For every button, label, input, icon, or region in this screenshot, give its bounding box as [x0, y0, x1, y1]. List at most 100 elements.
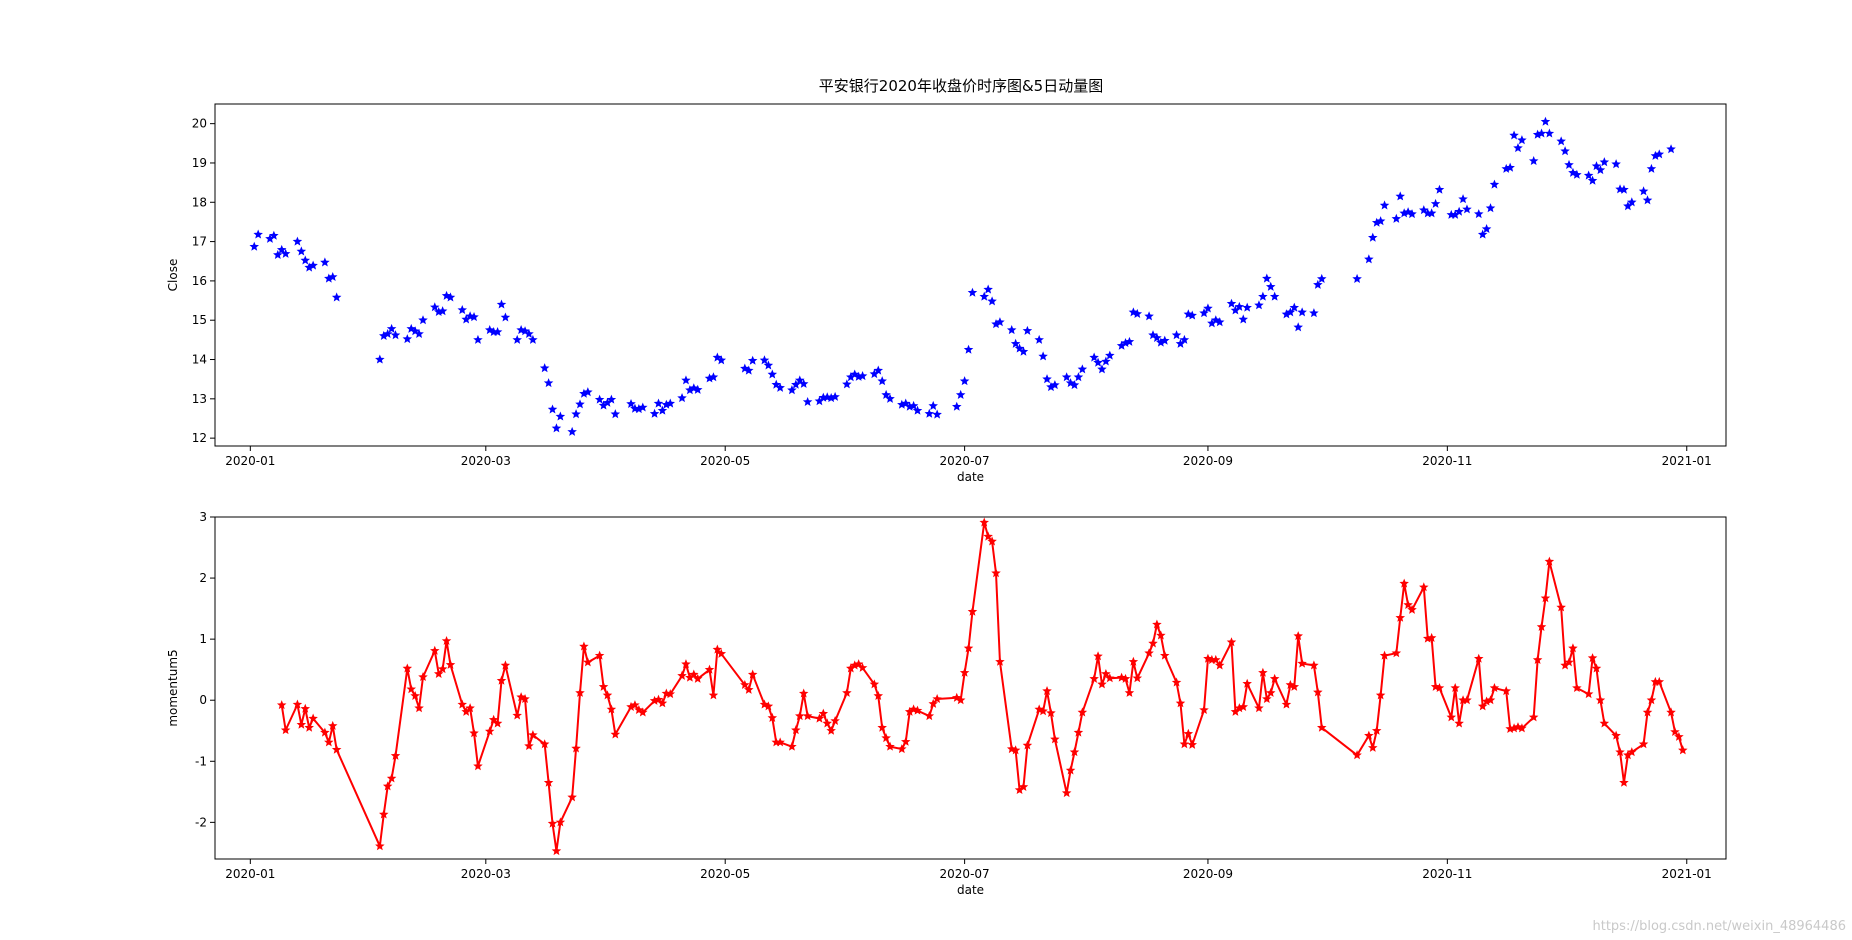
- y-tick-label: 2: [199, 571, 207, 585]
- close-price-point: [677, 393, 687, 403]
- momentum-point: [912, 705, 923, 715]
- close-price-point: [1595, 165, 1606, 175]
- close-price-point: [1379, 200, 1390, 210]
- x-tick-label: 2020-09: [1183, 867, 1233, 881]
- momentum-point: [677, 670, 687, 680]
- close-price-point: [265, 233, 275, 243]
- momentum-point: [1042, 686, 1052, 696]
- close-price-point: [1160, 335, 1170, 345]
- close-price-point: [881, 389, 891, 399]
- momentum-point: [571, 743, 581, 753]
- momentum-point: [296, 719, 307, 729]
- momentum-point: [524, 741, 534, 751]
- momentum-point: [995, 656, 1005, 666]
- momentum-point: [1422, 633, 1433, 643]
- momentum-line: [280, 521, 1684, 853]
- momentum-point: [798, 688, 809, 698]
- close-price-point: [1230, 305, 1241, 315]
- close-price-point: [1101, 356, 1111, 366]
- close-price-point: [280, 248, 291, 258]
- x-tick-label: 2020-07: [940, 867, 990, 881]
- momentum-point: [689, 669, 699, 679]
- momentum-point: [1638, 739, 1649, 749]
- close-price-point: [653, 398, 664, 408]
- close-price-point: [1046, 382, 1056, 392]
- close-price-point: [1199, 308, 1209, 318]
- close-price-point: [904, 401, 915, 411]
- y-tick-label: 3: [199, 510, 207, 524]
- momentum-point: [932, 693, 942, 704]
- close-price-point: [924, 408, 935, 418]
- momentum-point: [1061, 788, 1072, 798]
- close-price-point: [771, 379, 781, 389]
- momentum-point: [1509, 723, 1519, 733]
- momentum-point: [740, 679, 750, 689]
- close-price-point: [1623, 201, 1633, 211]
- momentum-point: [704, 664, 715, 674]
- momentum-point: [1642, 707, 1653, 717]
- close-price-point: [685, 385, 695, 395]
- momentum-point: [327, 720, 338, 730]
- momentum-point: [626, 701, 636, 711]
- close-price-point: [414, 328, 424, 339]
- close-price-point: [253, 229, 263, 239]
- close-price-point: [375, 354, 385, 364]
- momentum-point: [324, 737, 334, 747]
- close-price-point: [826, 393, 836, 403]
- x-tick-label: 2020-09: [1183, 454, 1233, 468]
- momentum-point: [500, 660, 511, 670]
- close-price-point: [496, 299, 507, 309]
- momentum-point: [685, 672, 695, 682]
- close-price-point: [539, 363, 550, 373]
- momentum-point: [857, 662, 868, 672]
- momentum-point: [292, 699, 303, 709]
- momentum-point: [1065, 765, 1076, 775]
- close-price-y-label: Close: [166, 259, 180, 292]
- close-price-point: [897, 399, 907, 409]
- momentum-point: [1666, 707, 1676, 717]
- close-price-point: [324, 273, 334, 283]
- close-price-point: [1309, 308, 1319, 318]
- y-tick-label: 14: [192, 353, 207, 367]
- close-price-point: [1297, 307, 1307, 317]
- close-price-point: [983, 284, 993, 294]
- close-price-point: [1485, 203, 1496, 213]
- close-price-point: [543, 378, 554, 388]
- momentum-point: [575, 687, 585, 697]
- close-price-point: [873, 365, 884, 375]
- momentum-point: [1458, 695, 1468, 705]
- close-price-point: [1077, 364, 1088, 374]
- momentum-point: [1293, 631, 1303, 641]
- momentum-point: [846, 663, 856, 673]
- close-price-point: [1642, 195, 1653, 205]
- close-price-point: [1105, 350, 1115, 360]
- momentum-point: [402, 663, 413, 673]
- close-price-point: [912, 405, 923, 415]
- y-tick-label: 17: [192, 235, 207, 249]
- momentum-point: [1544, 556, 1555, 566]
- close-price-point: [308, 260, 318, 270]
- close-price-point: [1014, 343, 1025, 353]
- momentum-point: [461, 706, 471, 716]
- momentum-point: [747, 669, 758, 679]
- close-price-point: [1269, 291, 1280, 301]
- close-price-point: [1501, 163, 1511, 173]
- momentum-point: [681, 659, 691, 669]
- close-price-point: [708, 372, 719, 382]
- momentum-point: [1399, 578, 1409, 588]
- momentum-point: [814, 713, 825, 723]
- momentum-point: [1073, 727, 1084, 737]
- close-price-point: [1364, 254, 1374, 264]
- momentum-point: [1214, 660, 1225, 670]
- close-price-point: [555, 411, 566, 421]
- close-price-point: [602, 397, 613, 407]
- momentum-point: [1434, 683, 1445, 693]
- x-tick-label: 2020-03: [461, 867, 511, 881]
- momentum-point: [1077, 707, 1088, 717]
- momentum-point: [1317, 722, 1327, 732]
- close-price-point: [1018, 346, 1029, 356]
- close-price-point: [579, 388, 589, 398]
- close-price-point: [1556, 136, 1566, 146]
- momentum-y-label: momentum5: [166, 649, 180, 726]
